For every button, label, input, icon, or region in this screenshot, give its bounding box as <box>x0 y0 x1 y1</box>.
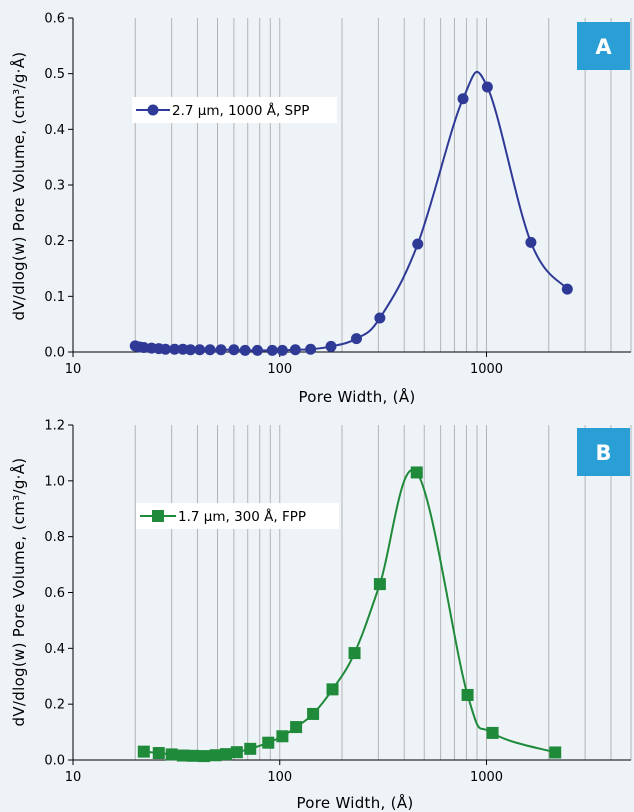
x-tick-label: 10 <box>65 770 82 785</box>
panel-a-x-tick-labels: 10 100 1000 <box>65 362 503 377</box>
data-point <box>204 344 216 356</box>
panel-a-badge-label: A <box>595 35 612 59</box>
data-point <box>276 344 288 356</box>
data-point <box>220 748 233 761</box>
panel-b-axes <box>68 424 631 765</box>
data-point <box>373 578 386 591</box>
data-point <box>215 344 227 356</box>
panel-a-axes <box>68 17 631 357</box>
y-tick-label: 0.4 <box>44 123 65 138</box>
panel-b-badge: B <box>577 428 630 476</box>
data-point <box>169 343 181 355</box>
panel-b-x-axis-label: Pore Width, (Å) <box>296 793 413 812</box>
data-point <box>289 344 301 356</box>
x-tick-label: 10 <box>65 362 82 377</box>
panel-b-gridlines <box>134 425 632 760</box>
y-tick-label: 0.5 <box>44 67 65 82</box>
data-point <box>481 81 493 93</box>
data-point <box>137 745 150 758</box>
data-point <box>350 333 362 345</box>
panel-b-badge-label: B <box>595 441 611 465</box>
panel-a-legend-label: 2.7 µm, 1000 Å, SPP <box>172 102 309 119</box>
data-point <box>244 742 257 755</box>
data-point <box>165 748 178 761</box>
panel-a-y-axis-label: dV/dlog(w) Pore Volume, (cm³/g·Å) <box>9 52 28 321</box>
data-point <box>486 726 499 739</box>
panel-b-legend: 1.7 µm, 300 Å, FPP <box>136 503 339 529</box>
y-tick-label: 0.6 <box>44 12 65 27</box>
data-point <box>266 344 278 356</box>
data-point <box>412 238 424 250</box>
panel-b-y-axis-label: dV/dlog(w) Pore Volume, (cm³/g·Å) <box>9 458 28 727</box>
data-point <box>159 343 171 355</box>
data-point <box>184 344 196 356</box>
y-tick-label: 0.0 <box>44 754 65 769</box>
data-point <box>186 749 199 762</box>
y-tick-label: 0.3 <box>44 179 65 194</box>
panel-a-y-tick-labels: 0.0 0.1 0.2 0.3 0.4 0.5 0.6 <box>44 12 65 361</box>
x-tick-label: 1000 <box>470 362 503 377</box>
data-point <box>251 344 263 356</box>
data-point <box>305 343 317 355</box>
panel-a-x-axis-label: Pore Width, (Å) <box>298 387 415 406</box>
data-point <box>262 736 275 749</box>
data-point <box>348 647 361 660</box>
data-point <box>461 688 474 701</box>
data-point <box>230 746 243 759</box>
y-tick-label: 0.1 <box>44 290 65 305</box>
data-point <box>525 236 537 248</box>
data-point <box>549 746 562 759</box>
y-tick-label: 0.2 <box>44 698 65 713</box>
y-tick-label: 1.0 <box>44 474 65 489</box>
panel-a-legend-marker <box>147 104 159 116</box>
panel-b-markers <box>137 466 562 763</box>
panel-b-y-tick-labels: 0.0 0.2 0.4 0.6 0.8 1.0 1.2 <box>44 419 65 769</box>
data-point <box>197 750 210 763</box>
y-tick-label: 0.2 <box>44 234 65 249</box>
panel-a-gridlines <box>134 18 632 352</box>
panel-a-legend: 2.7 µm, 1000 Å, SPP <box>132 97 337 123</box>
y-tick-label: 0.8 <box>44 530 65 545</box>
data-point <box>176 749 189 762</box>
y-tick-label: 0.0 <box>44 346 65 361</box>
data-point <box>326 683 339 696</box>
data-point <box>561 283 573 295</box>
data-point <box>209 749 222 762</box>
panel-b-badge-box <box>577 428 630 476</box>
panel-a-badge: A <box>577 22 630 70</box>
data-point <box>152 747 165 760</box>
data-point <box>457 93 469 105</box>
x-tick-label: 1000 <box>470 770 503 785</box>
data-point <box>138 342 150 354</box>
data-point <box>410 466 423 479</box>
panel-a-badge-box <box>577 22 630 70</box>
x-tick-label: 100 <box>267 770 292 785</box>
y-tick-label: 0.6 <box>44 586 65 601</box>
data-point <box>276 730 289 743</box>
panel-a-markers <box>129 81 573 356</box>
y-tick-label: 1.2 <box>44 419 65 434</box>
panel-b: 0.0 0.2 0.4 0.6 0.8 1.0 1.2 10 100 1000 1.7 µm, … <box>9 419 632 812</box>
data-point <box>228 344 240 356</box>
data-point <box>374 312 386 324</box>
data-point <box>307 707 320 720</box>
data-point <box>325 340 337 352</box>
panel-b-legend-label: 1.7 µm, 300 Å, FPP <box>178 508 306 525</box>
data-point <box>290 721 303 734</box>
x-tick-label: 100 <box>267 362 292 377</box>
data-point <box>239 344 251 356</box>
panel-b-legend-marker <box>152 510 164 522</box>
y-tick-label: 0.4 <box>44 642 65 657</box>
panel-a: 0.0 0.1 0.2 0.3 0.4 0.5 0.6 10 100 1000 2.7 µm, … <box>9 12 632 406</box>
data-point <box>194 344 206 356</box>
panel-b-x-tick-labels: 10 100 1000 <box>65 770 503 785</box>
